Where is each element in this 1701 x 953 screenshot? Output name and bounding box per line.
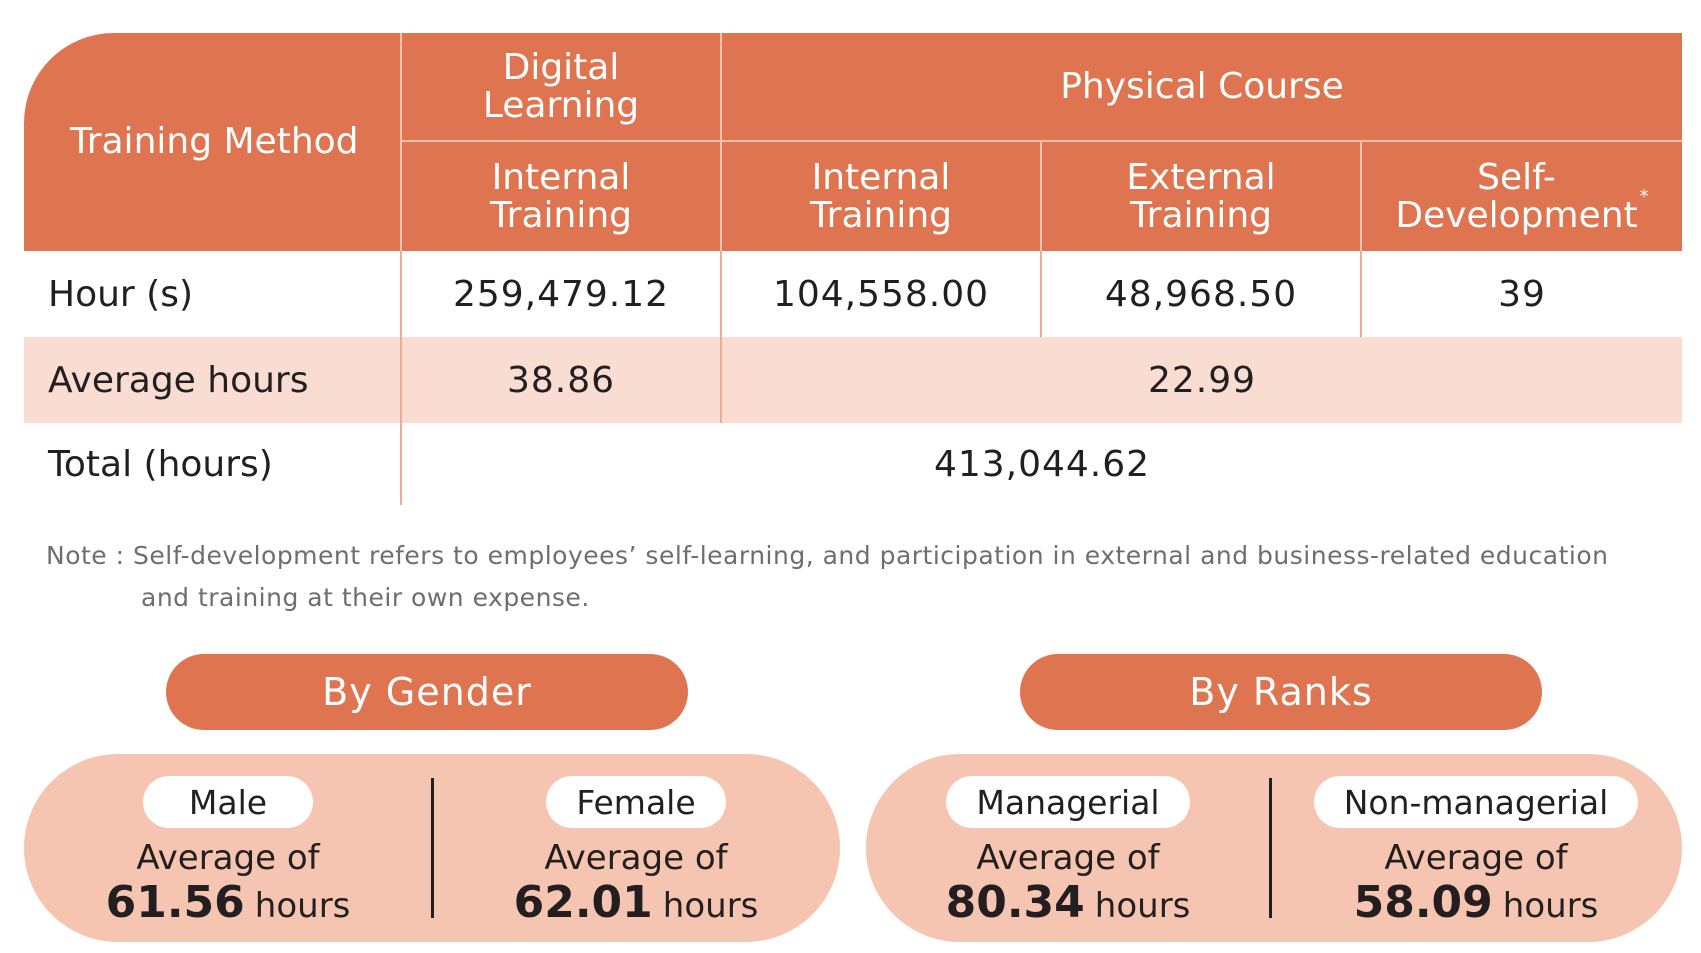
managerial-block: Managerial Average of 80.34 hours — [866, 754, 1270, 942]
male-label: Male — [143, 776, 313, 828]
non-managerial-average-line: 58.09 hours — [1354, 878, 1599, 931]
average-physical: 22.99 — [722, 337, 1682, 423]
header-digital-internal-training: Internal Training — [402, 142, 722, 251]
non-managerial-average-value: 58.09 — [1353, 877, 1493, 928]
footnote: Note : Self-development refers to employ… — [46, 535, 1646, 619]
non-managerial-unit: hours — [1502, 886, 1599, 926]
female-average-line: 62.01 hours — [514, 878, 759, 931]
hours-self-development: 39 — [1498, 273, 1546, 315]
ranks-divider — [1269, 778, 1272, 918]
training-hours-table: Training Method Digital Learning Physica… — [24, 33, 1682, 505]
row-label-total: Total (hours) — [24, 423, 402, 505]
footnote-mark: * — [1639, 185, 1649, 207]
non-managerial-average-label: Average of — [1384, 838, 1568, 878]
female-block: Female Average of 62.01 hours — [432, 754, 840, 942]
header-self-development: Self- Development * — [1362, 142, 1682, 251]
managerial-average-line: 80.34 hours — [946, 878, 1191, 931]
female-unit: hours — [662, 886, 759, 926]
header-digital-learning: Digital Learning — [402, 33, 722, 142]
hours-physical-internal: 104,558.00 — [722, 251, 1042, 337]
female-label: Female — [546, 776, 726, 828]
male-block: Male Average of 61.56 hours — [24, 754, 432, 942]
non-managerial-label: Non-managerial — [1313, 776, 1639, 828]
male-average-value: 61.56 — [105, 877, 245, 928]
female-average-value: 62.01 — [513, 877, 653, 928]
managerial-average-value: 80.34 — [945, 877, 1085, 928]
hours-digital-internal: 259,479.12 — [402, 251, 722, 337]
footnote-line-1: Note : Self-development refers to employ… — [46, 541, 1609, 570]
ranks-capsule: Managerial Average of 80.34 hours Non-man… — [866, 754, 1682, 942]
male-unit: hours — [254, 886, 351, 926]
row-label-average: Average hours — [24, 337, 402, 423]
header-physical-internal-training: Internal Training — [722, 142, 1042, 251]
header-external-training: External Training — [1042, 142, 1362, 251]
managerial-label: Managerial — [946, 776, 1190, 828]
hours-external: 48,968.50 — [1042, 251, 1362, 337]
gender-capsule: Male Average of 61.56 hours Female Averag… — [24, 754, 840, 942]
male-average-label: Average of — [136, 838, 320, 878]
by-ranks-title: By Ranks — [1020, 654, 1542, 730]
average-digital: 38.86 — [402, 337, 722, 423]
by-gender-title: By Gender — [166, 654, 688, 730]
total-value: 413,044.62 — [933, 443, 1151, 485]
row-label-hours: Hour (s) — [24, 251, 402, 337]
female-average-label: Average of — [544, 838, 728, 878]
gender-divider — [431, 778, 434, 918]
male-average-line: 61.56 hours — [106, 878, 351, 931]
header-training-method: Training Method — [24, 33, 402, 251]
footnote-line-2: and training at their own expense. — [141, 583, 590, 612]
header-physical-course: Physical Course — [722, 33, 1682, 142]
managerial-average-label: Average of — [976, 838, 1160, 878]
non-managerial-block: Non-managerial Average of 58.09 hours — [1270, 754, 1682, 942]
self-development-label: Self- Development — [1395, 156, 1638, 236]
managerial-unit: hours — [1094, 886, 1191, 926]
